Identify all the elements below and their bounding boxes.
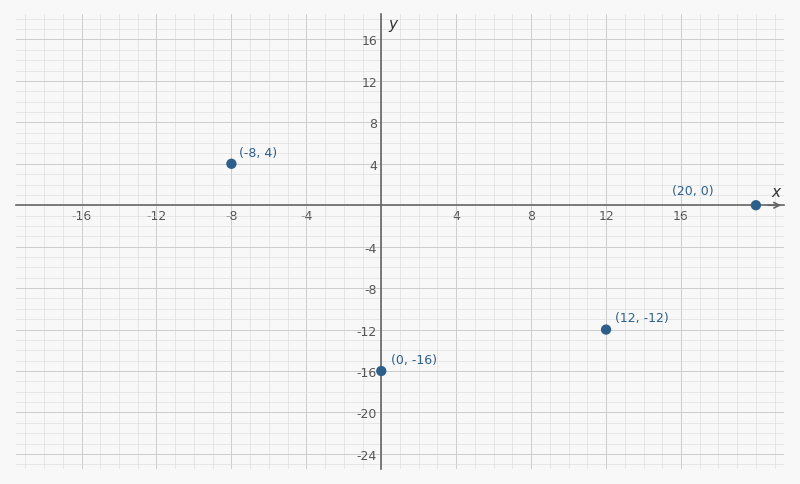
Point	[750, 202, 762, 210]
Point	[225, 161, 238, 168]
Text: (20, 0): (20, 0)	[672, 184, 714, 197]
Text: (0, -16): (0, -16)	[390, 353, 437, 366]
Point	[600, 326, 613, 334]
Text: (12, -12): (12, -12)	[615, 312, 669, 325]
Point	[375, 367, 388, 375]
Text: x: x	[771, 184, 780, 199]
Text: y: y	[389, 16, 398, 31]
Text: (-8, 4): (-8, 4)	[239, 146, 277, 159]
